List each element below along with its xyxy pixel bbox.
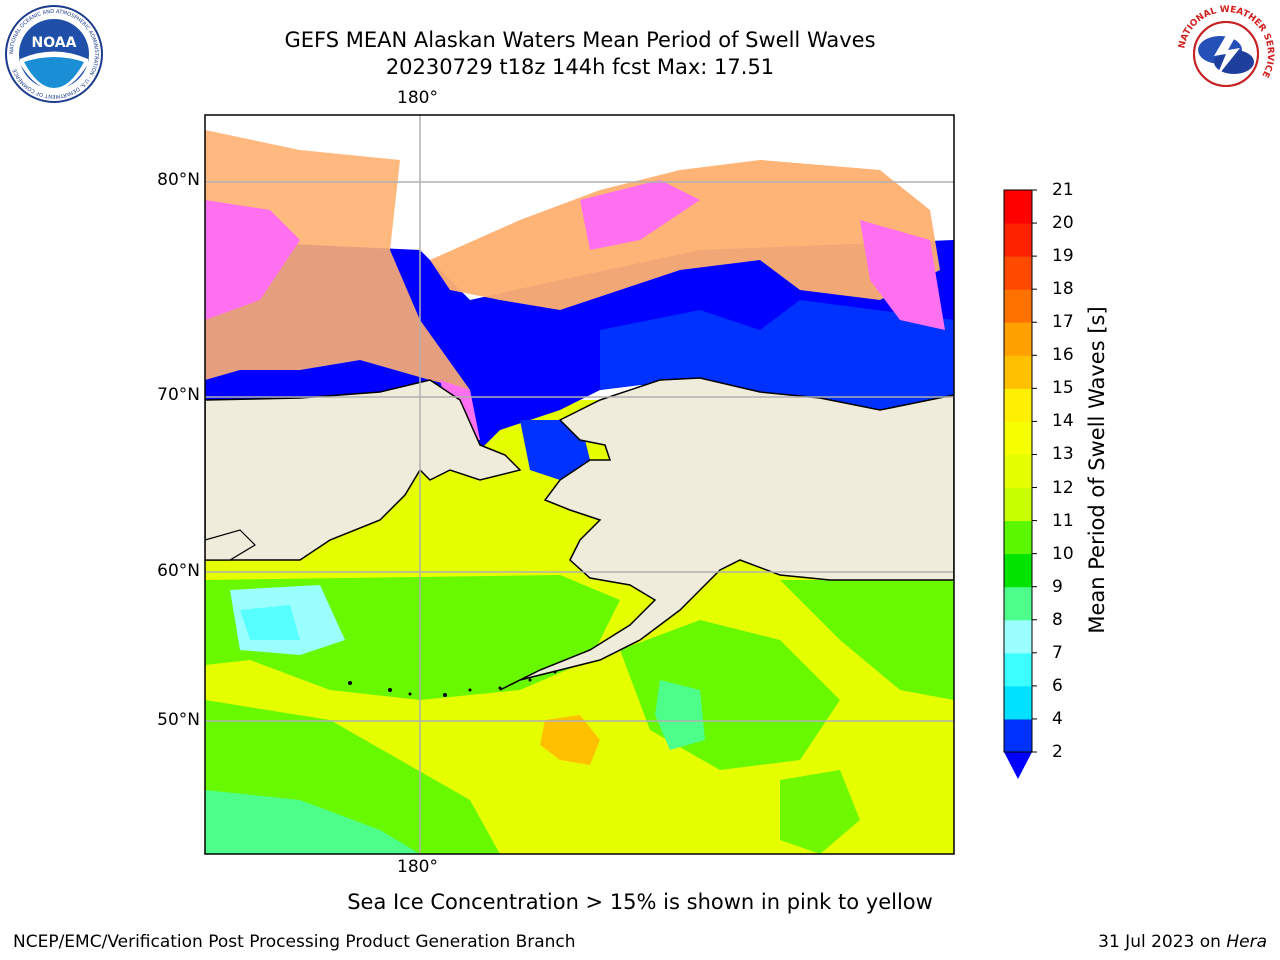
colorbar-tick-label: 11 — [1052, 510, 1074, 531]
colorbar-swatches — [1004, 190, 1032, 753]
colorbar-tick-label: 4 — [1052, 708, 1063, 729]
footer-credit: NCEP/EMC/Verification Post Processing Pr… — [13, 932, 576, 952]
colorbar-swatch — [1004, 685, 1032, 720]
colorbar-swatch — [1004, 421, 1032, 455]
swell-region-green-southeast — [780, 770, 860, 854]
colorbar-swatch — [1004, 256, 1032, 290]
colorbar-tick-label: 20 — [1052, 213, 1074, 234]
graticule — [205, 115, 954, 854]
colorbar-swatch — [1004, 454, 1032, 489]
colorbar-title: Mean Period of Swell Waves [s] — [1085, 306, 1109, 634]
colorbar-swatch — [1004, 388, 1032, 422]
map-frame — [204, 114, 955, 855]
colorbar-tick-label: 6 — [1052, 675, 1063, 696]
lon-label-top: 180° — [397, 88, 438, 108]
colorbar-tick-label: 12 — [1052, 477, 1074, 498]
land-alaska — [499, 377, 954, 691]
sea-ice-pink-to-yellow-east — [430, 160, 940, 310]
sea-ice-caption: Sea Ice Concentration > 15% is shown in … — [347, 890, 933, 914]
colorbar-swatch — [1004, 322, 1032, 356]
colorbar-under-triangle — [1004, 752, 1032, 779]
colorbar-tick-label: 7 — [1052, 642, 1063, 663]
swell-region-green-east — [780, 580, 954, 700]
colorbar-tick-label: 16 — [1052, 345, 1074, 366]
colorbar-swatch — [1004, 223, 1032, 257]
land-chukotka — [205, 379, 522, 561]
land-kamchatka — [205, 529, 256, 561]
colorbar-tick-label: 13 — [1052, 444, 1074, 465]
swell-region-mint-gulf — [655, 680, 705, 750]
colorbar-swatch — [1004, 289, 1032, 323]
sea-ice-magenta-northeast — [860, 220, 945, 330]
colorbar-tick-label: 18 — [1052, 279, 1074, 300]
lat-label-70: 70°N — [157, 385, 200, 405]
colorbar-swatch — [1004, 619, 1032, 654]
colorbar-swatch — [1004, 652, 1032, 687]
colorbar-tick-label: 15 — [1052, 378, 1074, 399]
plot-subtitle: 20230729 t18z 144h fcst Max: 17.51 — [385, 55, 775, 79]
footer-host: Hera — [1226, 932, 1267, 952]
colorbar-swatch — [1004, 718, 1032, 753]
sea-ice-magenta-east — [580, 180, 700, 250]
plot-title: GEFS MEAN Alaskan Waters Mean Period of … — [284, 28, 876, 52]
lat-label-50: 50°N — [157, 710, 200, 730]
colorbar-swatch — [1004, 190, 1032, 224]
noaa-logo-icon: NATIONAL OCEANIC AND ATMOSPHERIC ADMINIS… — [5, 5, 103, 103]
swell-region-mint-southwest — [205, 790, 420, 854]
colorbar-swatch — [1004, 586, 1032, 621]
nws-logo-icon: NATIONAL WEATHER SERVICE — [1177, 5, 1275, 102]
chukchi-swell-2to4 — [520, 420, 590, 480]
colorbar-swatch — [1004, 487, 1032, 522]
swell-region-cyan — [240, 605, 300, 640]
aleutian-islands — [348, 670, 557, 697]
footer-date: 31 Jul 2023 on Hera — [1098, 932, 1267, 952]
colorbar — [1003, 189, 1037, 779]
lat-label-60: 60°N — [157, 561, 200, 581]
colorbar-tick-label: 21 — [1052, 180, 1074, 200]
colorbar-tick-label: 2 — [1052, 742, 1063, 762]
lon-label-bottom: 180° — [397, 857, 438, 877]
colorbar-swatch — [1004, 520, 1032, 555]
colorbar-swatch — [1004, 355, 1032, 389]
colorbar-tick-label: 8 — [1052, 609, 1063, 630]
svg-text:NOAA: NOAA — [32, 35, 77, 51]
colorbar-tick-label: 17 — [1052, 312, 1074, 333]
lat-label-80: 80°N — [157, 170, 200, 190]
sea-ice-pink-to-yellow-west — [205, 130, 470, 390]
swell-max-region — [540, 715, 600, 765]
colorbar-tick-label: 10 — [1052, 543, 1074, 564]
colorbar-tick-label: 14 — [1052, 411, 1074, 432]
colorbar-tick-label: 9 — [1052, 576, 1063, 597]
sea-ice-magenta-west — [205, 200, 300, 320]
colorbar-tick-label: 19 — [1052, 246, 1074, 267]
colorbar-swatch — [1004, 553, 1032, 588]
